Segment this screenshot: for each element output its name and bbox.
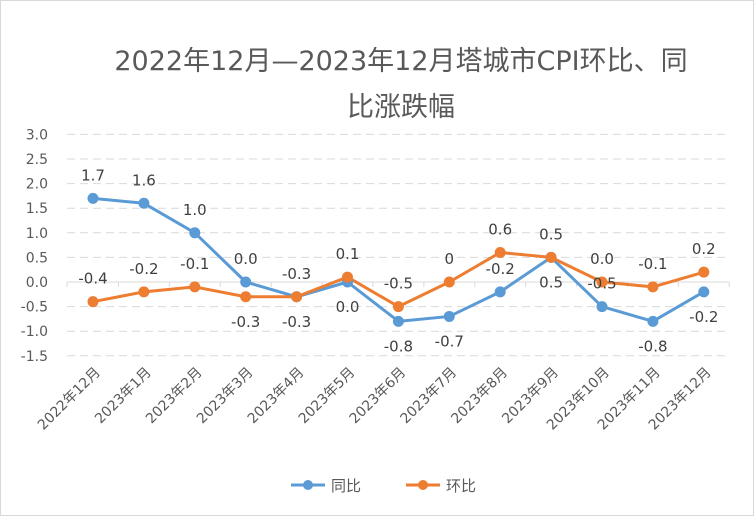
data-point — [291, 291, 303, 303]
data-point — [87, 192, 99, 204]
y-tick-label: 0.0 — [26, 275, 48, 291]
data-label: 0.6 — [488, 220, 512, 238]
data-label: 0.5 — [539, 273, 563, 291]
data-label: 0.0 — [590, 250, 614, 268]
legend-marker — [418, 480, 428, 490]
data-point — [189, 227, 201, 239]
data-point — [240, 291, 252, 303]
data-label: -0.2 — [486, 260, 515, 278]
data-point — [138, 197, 150, 209]
y-tick-label: 2.5 — [26, 152, 48, 168]
data-label: -0.5 — [384, 275, 413, 293]
data-label: 1.0 — [183, 201, 207, 219]
data-label: -0.3 — [231, 313, 260, 331]
legend-label: 环比 — [446, 477, 476, 495]
data-label: -0.3 — [282, 313, 311, 331]
y-tick-label: 2.0 — [26, 177, 48, 193]
y-tick-label: 0.5 — [26, 250, 48, 266]
data-point — [545, 251, 557, 263]
data-point — [596, 301, 608, 313]
data-label: 0 — [445, 250, 455, 268]
data-label: 0.1 — [336, 245, 360, 263]
data-label: 1.6 — [132, 171, 156, 189]
data-label: -0.4 — [78, 270, 107, 288]
data-point — [240, 276, 252, 288]
y-tick-label: 3.0 — [26, 127, 48, 143]
data-point — [494, 286, 506, 298]
data-label: 0.0 — [234, 250, 258, 268]
legend-label: 同比 — [331, 477, 361, 495]
data-label: -0.5 — [587, 275, 616, 293]
data-label: -0.3 — [282, 265, 311, 283]
data-point — [647, 315, 659, 327]
data-point — [392, 315, 404, 327]
data-point — [698, 286, 710, 298]
y-tick-label: -1.5 — [21, 349, 48, 365]
data-point — [189, 281, 201, 293]
data-point — [138, 286, 150, 298]
data-point — [342, 271, 353, 283]
x-tick-label: 2022年12月 — [35, 365, 104, 434]
data-label: -0.1 — [638, 255, 667, 273]
data-label: 1.7 — [81, 166, 105, 184]
data-label: 0.0 — [336, 298, 360, 316]
data-label: -0.8 — [384, 337, 413, 355]
data-point — [443, 276, 455, 288]
y-tick-label: -0.5 — [21, 300, 48, 316]
y-tick-label: 1.0 — [26, 226, 48, 242]
data-point — [647, 281, 659, 293]
data-label: -0.1 — [180, 255, 209, 273]
data-label: -0.7 — [435, 332, 464, 350]
data-point — [443, 310, 455, 322]
chart-title: 2022年12月—2023年12月塔城市CPI环比、同比涨跌幅 — [114, 46, 688, 123]
legend-marker — [303, 480, 313, 490]
data-point — [596, 276, 608, 288]
data-label: -0.2 — [689, 308, 718, 326]
data-point — [87, 296, 99, 308]
data-label: -0.8 — [638, 337, 667, 355]
data-point — [698, 266, 710, 278]
y-tick-label: 1.5 — [26, 201, 48, 217]
y-tick-label: -1.0 — [21, 324, 48, 340]
data-label: 0.5 — [539, 225, 563, 243]
data-point — [392, 301, 404, 313]
data-point — [494, 246, 506, 258]
data-label: -0.2 — [129, 260, 158, 278]
data-label: 0.2 — [692, 240, 716, 258]
